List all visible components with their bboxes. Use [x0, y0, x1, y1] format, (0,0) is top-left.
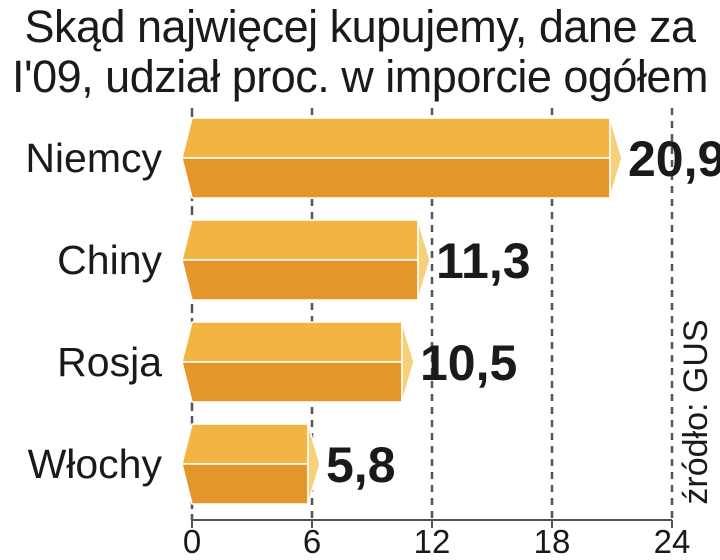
value-label: 11,3 [436, 233, 531, 289]
value-label: 5,8 [326, 437, 396, 493]
category-label: Włochy [28, 441, 163, 487]
bar-rosja [181, 321, 415, 403]
category-label: Rosja [57, 339, 162, 385]
chart-title-line-1: Skąd najwięcej kupujemy, dane za [24, 1, 696, 52]
x-tick-label: 12 [414, 523, 451, 560]
bar-bottom-face [181, 157, 611, 199]
x-tick-label: 18 [534, 523, 571, 560]
bar-top-face [181, 321, 403, 363]
x-axis-ticks: 0 6 12 18 24 [183, 520, 691, 560]
bar-niemcy [181, 117, 623, 199]
x-tick-label: 6 [303, 523, 321, 560]
bar-top-face [181, 423, 309, 465]
value-labels: 20,9 11,3 10,5 5,8 [326, 131, 720, 493]
bar-top-face [181, 219, 419, 261]
bar-top-face [181, 117, 611, 159]
bar-end-cap [401, 321, 415, 403]
bar-end-cap [609, 117, 623, 199]
bar-bottom-face [181, 463, 309, 505]
bar-włochy [181, 423, 321, 505]
source-note: źródło: GUS [677, 319, 715, 504]
chart-title: Skąd najwięcej kupujemy, dane za I'09, u… [0, 2, 720, 102]
value-label: 20,9 [628, 131, 720, 187]
value-label: 10,5 [420, 335, 517, 391]
bar-end-cap [307, 423, 321, 505]
category-labels: Niemcy Chiny Rosja Włochy [25, 135, 162, 487]
chart-title-line-2: I'09, udział proc. w imporcie ogółem [12, 51, 708, 102]
category-label: Niemcy [25, 135, 162, 181]
x-tick-label: 0 [183, 523, 201, 560]
bar-chiny [181, 219, 431, 301]
bar-end-cap [417, 219, 431, 301]
bar-bottom-face [181, 361, 403, 403]
bar-bottom-face [181, 259, 419, 301]
bars [181, 117, 623, 505]
category-label: Chiny [57, 237, 162, 283]
x-tick-label: 24 [654, 523, 691, 560]
